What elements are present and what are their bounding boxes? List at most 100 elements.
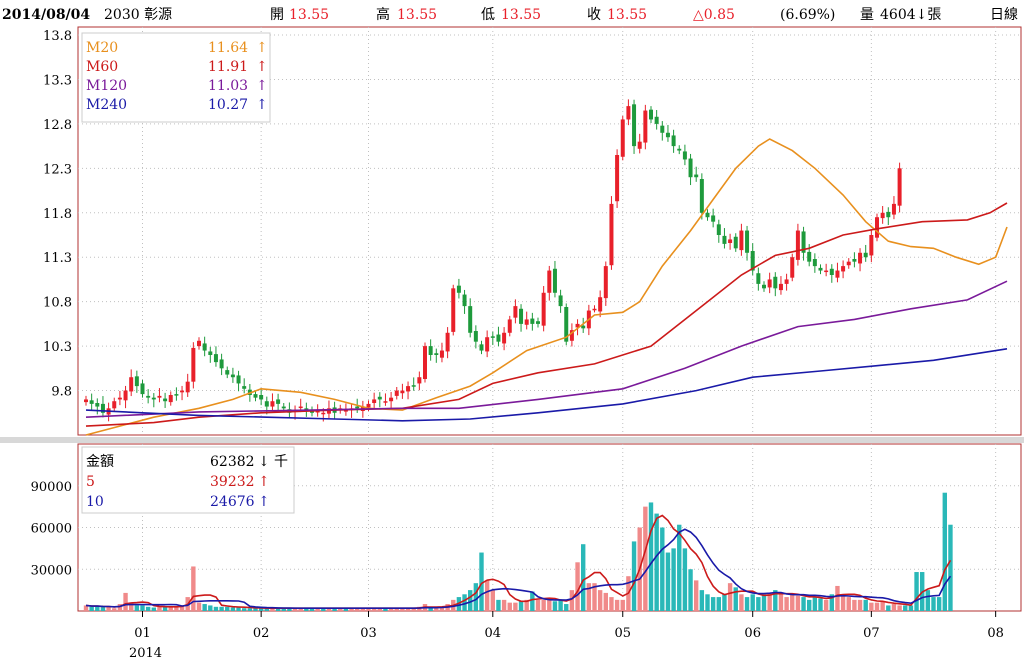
candle-body [841,266,846,272]
price-tick-label: 13.3 [43,73,72,88]
candle-body [745,230,750,253]
candle-body [790,257,795,278]
candle-body [202,343,207,351]
candle-body [456,285,461,293]
legend-ma-name: M60 [86,59,118,75]
candle-body [778,283,783,291]
candle-body [739,230,744,251]
volume-bar [106,606,111,611]
candle-body [824,270,829,273]
volume-bar [535,599,541,611]
volume-bar [242,608,247,611]
volume-label: 量 [860,7,874,23]
volume-bar [880,601,885,611]
x-month-label: 06 [744,626,761,641]
volume-bar [366,608,371,611]
candle-body [100,403,105,413]
candle-body [84,399,88,403]
volume-bar [174,606,179,611]
price-grid [78,27,1021,435]
volume-bar [671,548,676,611]
candle-body [654,116,659,124]
change-percent: (6.69%) [780,7,835,23]
open-label: 開 [270,7,284,23]
candle-body [490,336,495,338]
candle-body [569,330,574,341]
price-legend-box [81,32,271,123]
candle-body [304,408,309,411]
candle-body [434,353,439,355]
volume-bar [484,580,490,611]
candle-body [191,347,196,382]
volume-bar [236,606,241,611]
price-panel-frame [77,26,1022,436]
volume-legend-arrow: ↓ [258,454,270,470]
candle-body [389,397,394,402]
candle-body [411,385,416,387]
volume-bar [863,599,868,611]
volume-bar [581,544,586,611]
volume-bar [315,608,320,611]
candle-body [829,268,834,275]
candle-body [507,319,512,333]
legend-ma-value: 11.64 [208,40,248,56]
candle-body [626,106,631,120]
volume-legend: 金額 62382 ↓ 千 5 39232 ↑ 10 24676 ↑ [81,446,295,514]
volume-bar [569,590,575,611]
price-tick-label: 11.3 [43,251,72,266]
volume-bar [592,583,597,611]
change-value: △0.85 [693,7,735,23]
volume-bar [479,552,484,611]
volume-bar [258,608,264,611]
candle-body [609,203,614,266]
volume-bar [705,594,710,611]
candle-body [502,332,507,344]
price-tick-label: 10.3 [43,340,72,355]
moving-average-lines [85,138,1008,436]
volume-bar [886,605,891,611]
volume-bar [281,608,286,611]
candle-body [423,346,427,379]
candle-body [795,230,800,260]
candle-body [225,370,230,375]
volume-bar [812,597,818,611]
candle-body [660,125,665,133]
candle-body [711,215,716,222]
volume-bar [270,608,275,611]
candle-body [462,294,467,307]
volume-bar [394,608,399,611]
candle-body [468,306,473,333]
volume-bar [609,597,614,611]
volume-bar [643,506,648,611]
volume-bar [168,606,173,611]
candle-body [767,279,772,288]
candle-body [615,155,620,202]
x-month-label: 08 [987,626,1004,641]
volume-bar [134,605,140,611]
candle-body [180,390,185,393]
volume-bar [462,594,467,611]
candle-body [530,318,535,324]
candle-body [818,267,823,271]
volume-bar [298,608,303,611]
volume-bar [247,608,253,611]
volume-bar [405,608,411,611]
volume-bar [727,583,733,611]
candle-body [428,346,433,355]
candle-body [886,211,891,218]
volume-tick-label: 90000 [31,480,72,495]
candle-body [875,217,879,238]
volume-bar [157,606,162,611]
volume-bar [541,599,546,611]
volume-bar [213,606,219,611]
candle-body [891,203,896,215]
volume-bar [660,527,665,611]
candle-body [163,398,168,402]
price-tick-label: 9.8 [51,385,72,400]
volume-bar [145,606,151,611]
candle-body [236,375,241,384]
volume-bar [682,548,688,611]
candle-body [366,403,371,408]
candle-body [230,374,235,378]
